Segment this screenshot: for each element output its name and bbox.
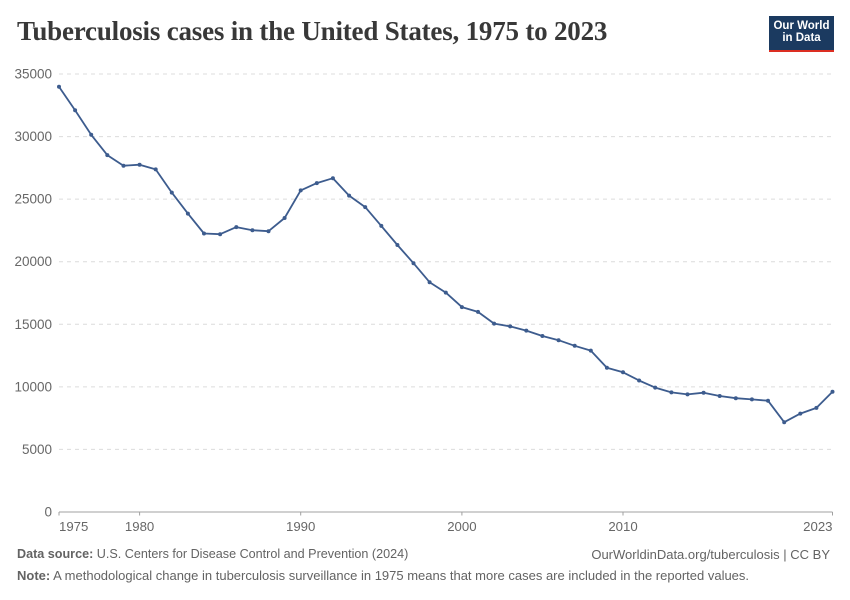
svg-text:30000: 30000 (14, 129, 52, 144)
svg-text:2000: 2000 (447, 519, 476, 534)
svg-text:2023: 2023 (803, 519, 832, 534)
svg-text:1980: 1980 (125, 519, 154, 534)
svg-text:20000: 20000 (14, 254, 52, 269)
svg-text:35000: 35000 (14, 67, 52, 82)
svg-text:15000: 15000 (14, 317, 52, 332)
svg-text:1975: 1975 (59, 519, 88, 534)
svg-text:5000: 5000 (22, 442, 52, 457)
svg-text:10000: 10000 (14, 379, 52, 394)
svg-text:0: 0 (44, 505, 52, 520)
svg-text:1990: 1990 (286, 519, 315, 534)
svg-text:25000: 25000 (14, 192, 52, 207)
svg-text:2010: 2010 (608, 519, 637, 534)
